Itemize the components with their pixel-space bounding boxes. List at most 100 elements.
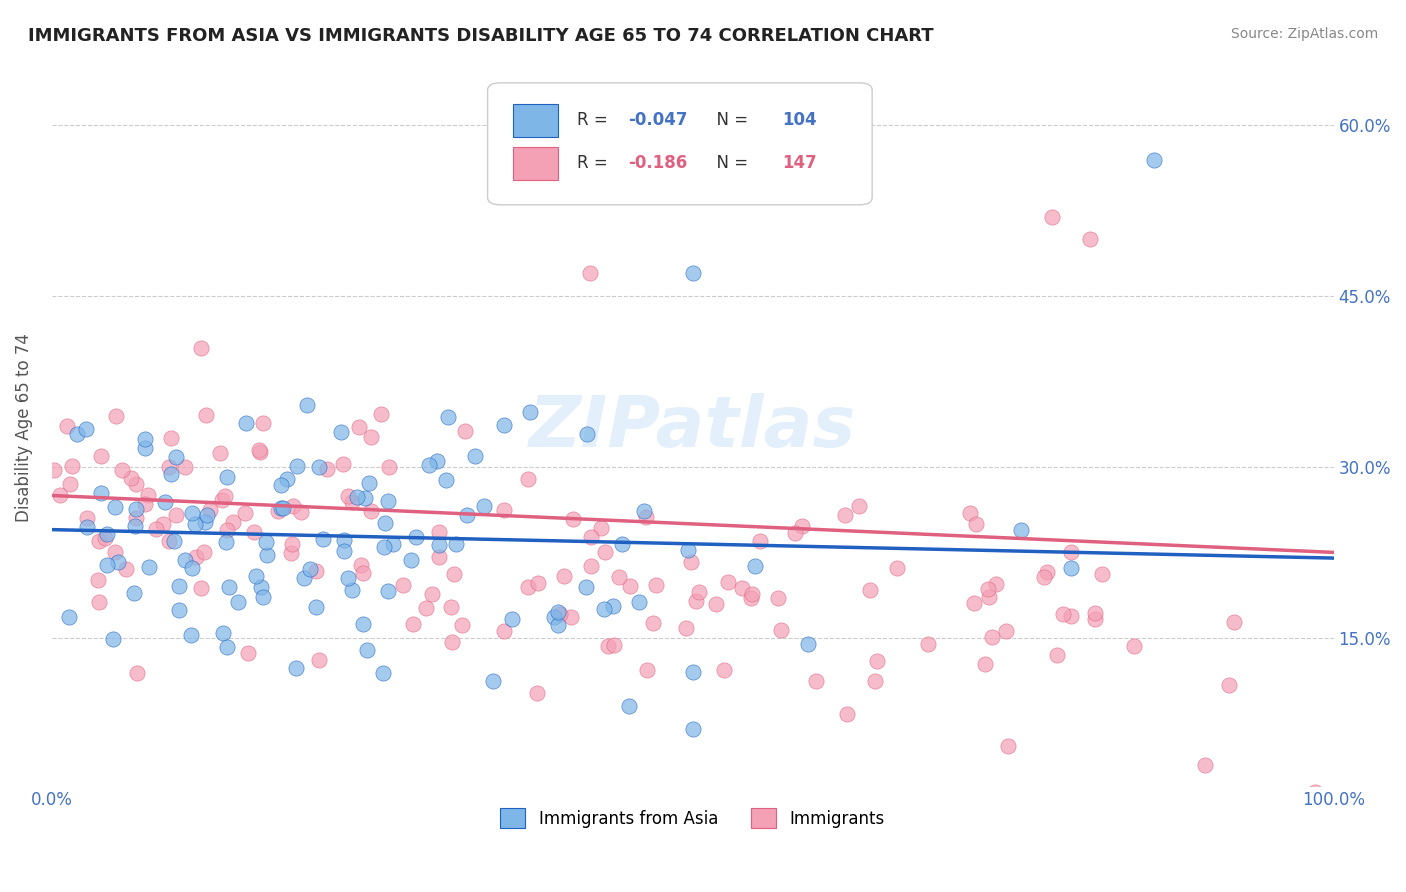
Immigrants: [963, 596, 986, 610]
FancyBboxPatch shape: [513, 147, 558, 179]
Immigrants from Asia: [456, 508, 478, 523]
Immigrants from Asia: [96, 527, 118, 541]
Immigrants: [863, 673, 886, 688]
Immigrants: [675, 621, 697, 635]
Immigrants from Asia: [160, 467, 183, 481]
Immigrants from Asia: [353, 491, 375, 505]
Immigrants from Asia: [104, 500, 127, 515]
Immigrants: [243, 525, 266, 540]
Text: R =: R =: [578, 154, 613, 172]
Immigrants from Asia: [377, 583, 399, 598]
Immigrants: [516, 472, 538, 486]
Immigrants: [704, 597, 727, 611]
Immigrants: [1033, 569, 1056, 583]
Immigrants: [1223, 615, 1246, 630]
Immigrants: [1123, 639, 1146, 653]
Immigrants from Asia: [427, 538, 450, 552]
Immigrants: [740, 591, 762, 605]
Immigrants: [619, 579, 641, 593]
Immigrants: [134, 497, 156, 511]
Legend: Immigrants from Asia, Immigrants: Immigrants from Asia, Immigrants: [494, 801, 891, 835]
Immigrants: [717, 574, 740, 589]
Immigrants from Asia: [250, 580, 273, 594]
Text: IMMIGRANTS FROM ASIA VS IMMIGRANTS DISABILITY AGE 65 TO 74 CORRELATION CHART: IMMIGRANTS FROM ASIA VS IMMIGRANTS DISAB…: [28, 27, 934, 45]
Immigrants from Asia: [1010, 523, 1032, 537]
Immigrants: [157, 534, 180, 549]
Immigrants: [973, 657, 995, 672]
Y-axis label: Disability Age 65 to 74: Disability Age 65 to 74: [15, 333, 32, 522]
Immigrants from Asia: [377, 493, 399, 508]
Immigrants from Asia: [215, 470, 238, 484]
Immigrants: [49, 488, 72, 502]
Immigrants: [211, 493, 233, 508]
Immigrants from Asia: [58, 609, 80, 624]
Immigrants from Asia: [374, 516, 396, 530]
Immigrants: [120, 471, 142, 485]
Immigrants from Asia: [163, 534, 186, 549]
Immigrants from Asia: [575, 427, 598, 442]
Immigrants from Asia: [444, 536, 467, 550]
Immigrants from Asia: [153, 495, 176, 509]
Immigrants from Asia: [218, 580, 240, 594]
Immigrants from Asia: [298, 561, 321, 575]
Immigrants: [643, 615, 665, 630]
Immigrants: [645, 578, 668, 592]
Immigrants from Asia: [382, 536, 405, 550]
Immigrants: [236, 647, 259, 661]
Immigrants: [290, 505, 312, 519]
Text: 147: 147: [782, 154, 817, 172]
Immigrants: [866, 655, 889, 669]
Text: N =: N =: [706, 154, 752, 172]
Immigrants: [766, 591, 789, 606]
Immigrants from Asia: [226, 595, 249, 609]
Immigrants from Asia: [270, 477, 292, 491]
Immigrants: [1091, 567, 1114, 582]
Immigrants: [965, 516, 987, 531]
Text: ZIPatlas: ZIPatlas: [529, 392, 856, 462]
Immigrants from Asia: [184, 517, 207, 532]
Immigrants: [427, 550, 450, 565]
Immigrants: [124, 477, 146, 491]
Immigrants: [93, 531, 115, 545]
Immigrants: [562, 512, 585, 526]
Immigrants: [517, 580, 540, 594]
Immigrants: [785, 526, 807, 541]
Immigrants: [443, 566, 465, 581]
Immigrants from Asia: [193, 515, 215, 529]
Immigrants from Asia: [472, 499, 495, 513]
Immigrants from Asia: [682, 267, 704, 281]
Immigrants: [193, 544, 215, 558]
Immigrants: [741, 587, 763, 601]
Immigrants from Asia: [418, 458, 440, 473]
Immigrants from Asia: [333, 543, 356, 558]
Immigrants: [984, 577, 1007, 591]
Immigrants: [308, 653, 330, 667]
Immigrants from Asia: [211, 625, 233, 640]
Immigrants from Asia: [167, 578, 190, 592]
Immigrants from Asia: [181, 560, 204, 574]
Immigrants: [281, 500, 304, 514]
Immigrants: [347, 420, 370, 434]
Immigrants: [917, 636, 939, 650]
Immigrants: [453, 425, 475, 439]
Immigrants from Asia: [76, 520, 98, 534]
Immigrants from Asia: [633, 504, 655, 518]
Immigrants: [596, 639, 619, 653]
Immigrants from Asia: [744, 559, 766, 574]
Immigrants: [1303, 785, 1326, 799]
Immigrants from Asia: [401, 553, 423, 567]
Immigrants: [526, 686, 548, 700]
Immigrants: [90, 449, 112, 463]
Immigrants: [1060, 608, 1083, 623]
Immigrants: [247, 443, 270, 458]
Immigrants: [1218, 678, 1240, 692]
Text: 104: 104: [782, 112, 817, 129]
Immigrants from Asia: [295, 399, 318, 413]
Immigrants: [602, 638, 624, 652]
Immigrants from Asia: [676, 543, 699, 558]
Immigrants: [58, 477, 80, 491]
Immigrants: [352, 566, 374, 581]
Immigrants: [1040, 210, 1063, 224]
Immigrants: [157, 459, 180, 474]
Immigrants from Asia: [405, 530, 427, 544]
